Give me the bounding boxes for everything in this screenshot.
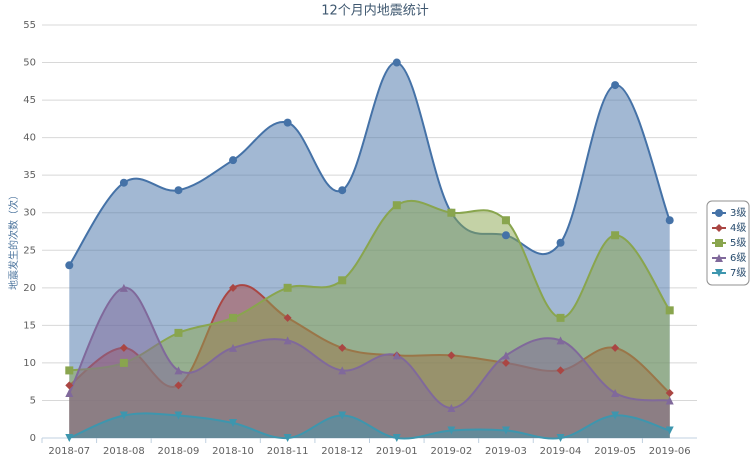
y-tick-label: 40	[23, 133, 36, 144]
marker	[501, 231, 510, 240]
marker	[174, 366, 183, 375]
marker	[392, 58, 401, 67]
marker	[611, 388, 620, 397]
y-tick-label: 25	[23, 245, 36, 256]
x-tick-label: 2018-08	[103, 446, 145, 457]
x-tick-label: 2018-07	[48, 446, 90, 457]
marker	[501, 426, 510, 435]
y-tick-label: 10	[23, 358, 36, 369]
marker	[611, 343, 620, 352]
marker	[501, 216, 510, 225]
marker	[447, 403, 456, 412]
y-tick-label: 50	[23, 58, 36, 69]
marker	[229, 283, 238, 292]
marker	[229, 313, 238, 322]
marker	[65, 388, 74, 397]
marker	[392, 201, 401, 210]
marker	[556, 238, 565, 247]
marker	[392, 434, 401, 442]
marker	[556, 336, 565, 345]
marker	[715, 254, 723, 262]
marker	[338, 343, 347, 352]
marker	[501, 351, 510, 360]
marker	[283, 313, 292, 322]
marker	[447, 351, 456, 360]
marker	[447, 208, 456, 217]
marker	[174, 186, 183, 195]
marker	[338, 411, 347, 420]
y-tick-label: 0	[30, 433, 36, 444]
marker	[501, 358, 510, 367]
legend-label: 6级	[730, 252, 746, 264]
marker	[611, 411, 620, 420]
y-tick-label: 55	[23, 20, 36, 31]
marker	[665, 426, 674, 435]
marker	[338, 186, 347, 195]
y-tick-label: 45	[23, 95, 36, 106]
y-axis-label: 地震发生的次数（次）	[7, 190, 20, 290]
x-tick-label: 2018-12	[321, 446, 363, 457]
legend-label: 3级	[730, 207, 746, 219]
marker	[665, 216, 674, 225]
x-tick-label: 2018-09	[158, 446, 200, 457]
marker	[229, 418, 238, 427]
y-tick-label: 5	[30, 395, 36, 406]
marker	[283, 434, 292, 442]
marker	[665, 396, 674, 405]
x-tick-label: 2018-10	[212, 446, 254, 457]
chart-title: 12个月内地震统计	[321, 3, 429, 19]
x-tick-label: 2019-06	[649, 446, 691, 457]
x-tick-label: 2019-02	[430, 446, 472, 457]
marker	[556, 434, 565, 442]
legend-label: 5级	[730, 237, 746, 249]
marker	[65, 434, 74, 442]
marker	[229, 156, 238, 165]
marker	[338, 276, 347, 285]
line	[68, 412, 670, 440]
marker	[119, 178, 128, 187]
marker	[611, 231, 620, 240]
marker	[665, 388, 674, 397]
marker	[65, 261, 74, 270]
marker	[65, 381, 74, 390]
marker	[338, 366, 347, 375]
marker	[611, 81, 620, 90]
marker	[174, 411, 183, 420]
marker	[65, 366, 74, 375]
marker	[119, 283, 128, 292]
marker	[174, 328, 183, 337]
legend-label: 4级	[730, 222, 746, 234]
marker	[283, 283, 292, 292]
x-tick-label: 2019-03	[485, 446, 527, 457]
marker	[119, 343, 128, 352]
marker	[283, 336, 292, 345]
y-tick-label: 20	[23, 283, 36, 294]
x-tick-label: 2019-01	[376, 446, 418, 457]
marker	[283, 118, 292, 127]
legend-box	[706, 200, 750, 286]
marker	[556, 366, 565, 375]
x-tick-label: 2018-11	[267, 446, 309, 457]
marker	[119, 358, 128, 367]
y-tick-label: 30	[23, 208, 36, 219]
y-tick-label: 15	[23, 320, 36, 331]
area	[69, 287, 670, 438]
marker	[715, 224, 723, 232]
marker	[556, 313, 565, 322]
marker	[229, 343, 238, 352]
y-tick-label: 35	[23, 170, 36, 181]
marker	[715, 269, 723, 277]
marker	[447, 426, 456, 435]
marker	[392, 351, 401, 360]
marker	[174, 381, 183, 390]
marker	[665, 306, 674, 315]
marker	[119, 411, 128, 420]
legend-label: 7级	[730, 267, 746, 279]
marker	[715, 239, 723, 247]
x-tick-label: 2019-04	[540, 446, 582, 457]
x-tick-label: 2019-05	[594, 446, 636, 457]
marker	[715, 209, 723, 217]
